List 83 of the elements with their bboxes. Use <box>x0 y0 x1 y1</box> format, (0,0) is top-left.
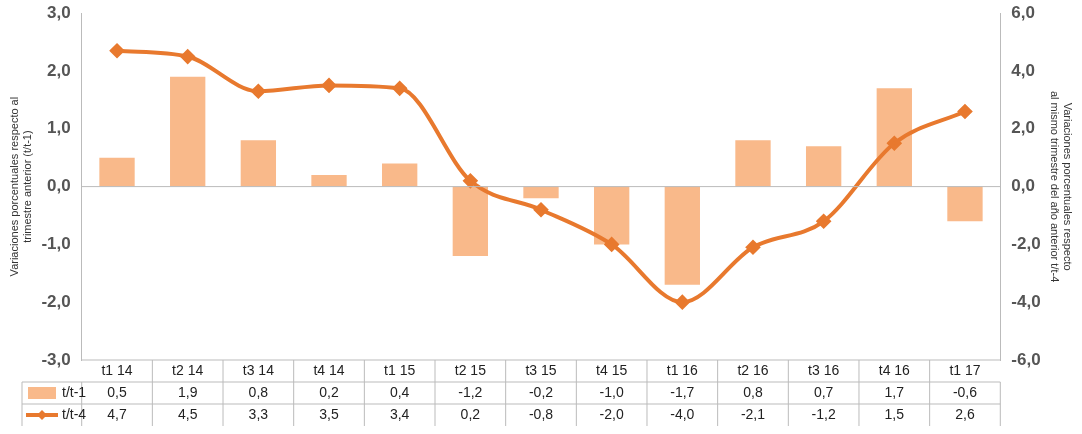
bar <box>311 175 347 187</box>
y2-tick-label: -2,0 <box>1011 234 1041 254</box>
x-tick-label: t2 15 <box>454 361 487 378</box>
point <box>534 202 548 217</box>
x-tick-label: t2 14 <box>172 361 204 378</box>
x-tick-label: t2 16 <box>737 361 769 378</box>
point <box>887 136 902 151</box>
x-tick-label: t3 15 <box>525 361 557 378</box>
data-label: -2,0 <box>599 405 624 422</box>
data-label: 0,7 <box>813 383 834 400</box>
point <box>110 43 125 58</box>
point <box>957 104 972 119</box>
data-label: -1,0 <box>599 383 624 400</box>
x-tick-label: t1 14 <box>101 361 133 378</box>
y-tick-label: 3,0 <box>47 2 71 22</box>
bar <box>170 76 206 187</box>
bar <box>876 88 912 187</box>
y2-tick-label: -6,0 <box>1011 349 1041 369</box>
data-label: -0,8 <box>528 405 554 422</box>
legend-label: t/t-1 <box>62 383 87 400</box>
data-label: 1,7 <box>884 383 905 400</box>
y-tick-label: -1,0 <box>41 234 71 254</box>
bar <box>805 146 842 187</box>
data-label: 4,5 <box>177 405 198 422</box>
data-label: -1,2 <box>458 383 483 400</box>
y-axis-title: Variaciones porcentuales respecto al trimestre anterior (t/t-1) <box>7 96 33 277</box>
point <box>745 240 760 255</box>
x-tick-label: t1 17 <box>949 361 981 378</box>
x-tick-label: t3 14 <box>242 361 275 378</box>
y2-tick-label: 2,0 <box>1011 118 1035 138</box>
x-tick-label: t1 16 <box>666 361 699 378</box>
bar <box>452 186 488 256</box>
y2-tick-label: 6,0 <box>1011 2 1035 22</box>
point <box>604 237 619 252</box>
bar <box>735 140 771 187</box>
data-label: 3,5 <box>319 405 339 422</box>
data-label: 2,6 <box>955 405 975 422</box>
x-tick-label: t3 16 <box>808 361 840 378</box>
y-tick-label: -2,0 <box>41 291 71 311</box>
data-label: 0,4 <box>389 383 410 400</box>
data-label: 0,2 <box>319 383 339 400</box>
y2-tick-label: 4,0 <box>1011 60 1035 80</box>
x-tick-label: t1 15 <box>384 361 416 378</box>
data-label: -0,6 <box>952 383 978 400</box>
data-label: 0,8 <box>743 383 763 400</box>
y-tick-label: 2,0 <box>47 60 71 80</box>
point <box>816 214 831 229</box>
y-tick-label: -3,0 <box>41 349 71 369</box>
bar <box>664 186 700 285</box>
bar <box>382 163 418 187</box>
x-tick-label: t4 15 <box>596 361 628 378</box>
y-tick-label: 1,0 <box>47 118 71 138</box>
data-label: 1,5 <box>884 405 905 422</box>
point <box>180 49 195 64</box>
data-label: 3,4 <box>389 405 410 422</box>
y-tick-label: 0,0 <box>47 176 71 196</box>
data-label: 0,8 <box>248 383 269 400</box>
x-tick-label: t4 16 <box>878 361 911 378</box>
data-label: -0,2 <box>528 383 554 400</box>
data-label: -4,0 <box>670 405 695 422</box>
data-label: -1,2 <box>811 405 836 422</box>
y2-tick-label: 0,0 <box>1011 176 1035 196</box>
point <box>463 173 478 188</box>
data-label: -1,7 <box>670 383 695 400</box>
y2-tick-label: -4,0 <box>1011 291 1041 311</box>
data-label: -2,1 <box>740 405 766 422</box>
bar <box>947 186 983 222</box>
bar <box>523 186 559 199</box>
point <box>251 84 266 99</box>
data-label: 0,5 <box>107 383 127 400</box>
point <box>392 81 407 96</box>
point <box>675 295 690 310</box>
x-tick-label: t4 14 <box>313 361 345 378</box>
data-label: 1,9 <box>177 383 198 400</box>
bar <box>99 157 135 187</box>
data-label: 4,7 <box>107 405 127 422</box>
bar <box>240 140 277 187</box>
data-label: 0,2 <box>460 405 481 422</box>
bar <box>594 186 630 245</box>
y2-axis-title: Variaciones porcentuales respecto al mismo trimestre del año anterior t/t-4 <box>1049 90 1075 283</box>
legend-label: t/t-4 <box>62 405 87 422</box>
point <box>322 78 337 93</box>
data-label: 3,3 <box>248 405 269 422</box>
